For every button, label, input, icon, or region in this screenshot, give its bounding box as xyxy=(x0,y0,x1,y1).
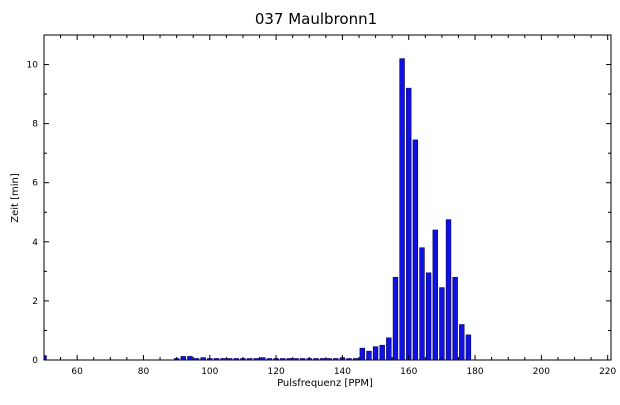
bar-136 xyxy=(326,358,332,361)
bar-176 xyxy=(459,324,465,361)
y-axis-label: Zeit [min] xyxy=(10,173,21,223)
bar-162 xyxy=(412,139,419,361)
bar-104 xyxy=(220,358,226,361)
bar-172 xyxy=(445,219,452,361)
bar-134 xyxy=(319,358,326,361)
y-tick-label-0: 0 xyxy=(32,356,38,366)
bar-118 xyxy=(266,358,273,361)
x-tick-label-80: 80 xyxy=(138,367,150,377)
x-tick-label-100: 100 xyxy=(201,367,218,377)
bar-132 xyxy=(313,358,319,361)
y-tick-label-4: 4 xyxy=(32,238,38,248)
bar-126 xyxy=(293,358,299,361)
bar-146 xyxy=(359,347,365,361)
bar-154 xyxy=(386,337,392,361)
bar-92 xyxy=(180,356,186,361)
x-tick-label-160: 160 xyxy=(400,367,417,377)
bar-152 xyxy=(379,344,385,361)
bar-170 xyxy=(439,287,445,361)
y-tick-label-10: 10 xyxy=(27,61,39,71)
bar-108 xyxy=(233,358,239,361)
bar-114 xyxy=(253,358,259,361)
bar-174 xyxy=(452,276,458,361)
bar-144 xyxy=(352,358,359,361)
bar-106 xyxy=(227,358,233,361)
bar-124 xyxy=(286,358,293,361)
bar-164 xyxy=(419,247,425,361)
bar-94 xyxy=(187,356,193,361)
y-tick-label-2: 2 xyxy=(32,297,38,307)
ticks-layer: 60 80 100 120 140 160 180 200 220 0 2 4 6 8 10 xyxy=(27,34,617,377)
bar-116 xyxy=(260,357,266,361)
bars-layer xyxy=(43,58,472,361)
bar-122 xyxy=(280,358,286,361)
bar-158 xyxy=(399,58,405,361)
bar-156 xyxy=(392,276,399,361)
bar-142 xyxy=(346,358,352,361)
bar-102 xyxy=(213,358,220,361)
plot-frame xyxy=(43,34,612,361)
bar-148 xyxy=(366,350,372,361)
x-tick-label-120: 120 xyxy=(268,367,285,377)
x-tick-label-140: 140 xyxy=(334,367,351,377)
y-tick-label-8: 8 xyxy=(32,120,38,130)
bar-178 xyxy=(465,334,472,361)
x-axis-label: Pulsfrequenz [PPM] xyxy=(277,378,373,389)
bar-168 xyxy=(432,229,438,361)
bar-138 xyxy=(333,358,339,361)
y-tick-label-6: 6 xyxy=(32,179,38,189)
x-tick-label-180: 180 xyxy=(466,367,483,377)
bar-160 xyxy=(406,87,412,361)
chart-title: 037 Maulbronn1 xyxy=(255,10,377,28)
bar-98 xyxy=(200,357,206,361)
bar-96 xyxy=(193,358,200,361)
bar-112 xyxy=(246,358,253,361)
x-tick-label-60: 60 xyxy=(71,367,83,377)
bar-166 xyxy=(425,272,432,361)
x-tick-label-200: 200 xyxy=(533,367,550,377)
x-tick-label-220: 220 xyxy=(599,367,616,377)
bar-128 xyxy=(299,358,306,361)
